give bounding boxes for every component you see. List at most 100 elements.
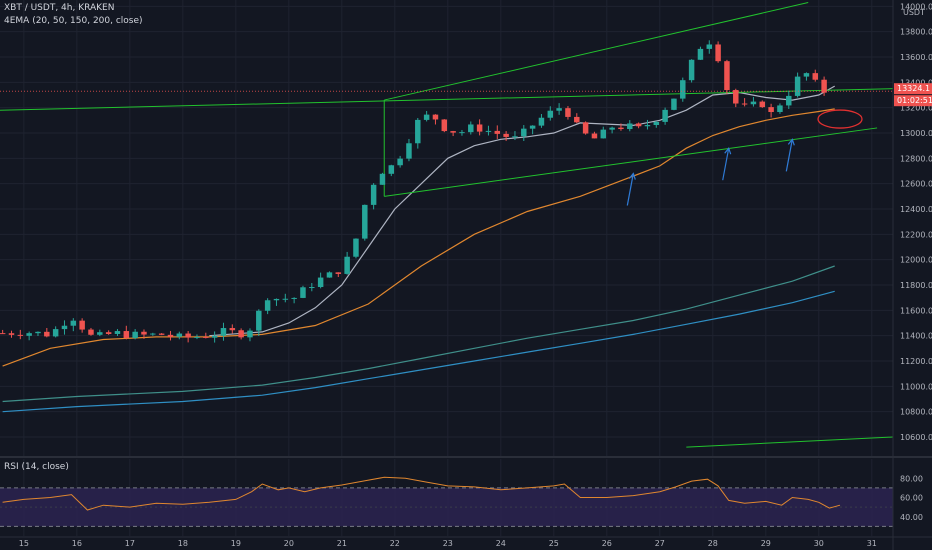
candle-body (150, 333, 156, 335)
ema50-line (2, 108, 835, 367)
candle-body (88, 329, 94, 335)
price-tick-label: 11200.00 (900, 357, 932, 366)
time-tick-label: 21 (337, 539, 347, 548)
candle-body (459, 132, 465, 134)
candle-body (132, 331, 138, 339)
candle-body (556, 108, 562, 111)
price-tag-value: 13324.1 (897, 84, 930, 93)
candle-body (538, 117, 545, 126)
price-tick-label: 12200.00 (900, 230, 932, 239)
countdown-tag (894, 95, 932, 107)
candle-body (0, 333, 6, 335)
candle-body (105, 332, 112, 334)
countdown-value: 01:02:51 (897, 96, 932, 105)
grid (0, 0, 893, 536)
candle-body (468, 124, 474, 133)
rsi-tick-label: 40.00 (900, 513, 923, 522)
trend-line (0, 88, 894, 111)
candle-body (644, 125, 651, 127)
price-tick-label: 13800.00 (900, 28, 932, 37)
candle-body (176, 333, 183, 337)
price-tick-label: 10800.00 (900, 408, 932, 417)
candle-body (300, 287, 306, 298)
candle-body (167, 334, 174, 337)
circle-annotation (817, 109, 863, 129)
time-tick-label: 27 (655, 539, 665, 548)
candle-body (353, 238, 359, 257)
candle-body (141, 331, 147, 335)
candle-body (582, 122, 589, 134)
symbol-title: XBT / USDT, 4h, KRAKEN (4, 3, 115, 13)
rsi-tick-label: 80.00 (900, 474, 923, 483)
candle-body (238, 330, 244, 338)
candle-body (264, 300, 271, 311)
arrow-head (628, 172, 636, 180)
arrow-annotation (626, 173, 634, 206)
time-tick-label: 24 (496, 539, 506, 548)
candle-body (777, 105, 783, 113)
price-tick-label: 11000.00 (900, 382, 932, 391)
ema20-line (209, 85, 835, 337)
candle-body (715, 44, 721, 62)
price-tick-label: 13200.00 (900, 104, 932, 113)
rsi-label[interactable]: RSI (14, close) (4, 462, 69, 472)
candle-body (379, 173, 386, 185)
candle-body (229, 328, 236, 331)
trend-line (384, 127, 878, 197)
indicator-label[interactable]: 4EMA (20, 50, 150, 200, close) (4, 16, 143, 26)
candle-body (750, 101, 757, 105)
arrow-annotation (722, 148, 730, 181)
time-tick-label: 22 (390, 539, 400, 548)
candle-body (415, 119, 421, 144)
candle-body (326, 272, 333, 278)
currency-label: USDT (903, 8, 925, 17)
arrow-head (724, 146, 732, 155)
price-tick-label: 11800.00 (900, 281, 932, 290)
annotations (626, 109, 863, 206)
time-tick-label: 18 (178, 539, 188, 548)
candle-body (309, 287, 315, 289)
time-tick-label: 17 (125, 539, 135, 548)
candle-body (653, 121, 660, 126)
candle-body (158, 333, 165, 335)
price-tick-label: 14000.00 (900, 2, 932, 11)
candle-body (768, 107, 774, 113)
time-tick-label: 31 (867, 539, 877, 548)
candle-body (503, 133, 509, 137)
time-tick-label: 23 (443, 539, 453, 548)
time-tick-label: 25 (549, 539, 559, 548)
rsi-line (2, 476, 841, 511)
candle-body (291, 297, 297, 299)
price-tick-label: 12800.00 (900, 154, 932, 163)
candle-body (432, 114, 439, 120)
ema150-line (2, 265, 835, 403)
candle-body (273, 298, 280, 301)
price-tag (894, 83, 932, 95)
candle-body (256, 310, 262, 331)
rsi-band (0, 487, 893, 527)
price-tick-label: 13400.00 (900, 78, 932, 87)
candle-body (529, 125, 536, 129)
time-tick-label: 20 (284, 539, 294, 548)
candles (0, 40, 827, 343)
candle-body (26, 333, 32, 336)
time-tick-label: 15 (19, 539, 29, 548)
trend-line (686, 436, 894, 448)
time-tick-label: 30 (814, 539, 824, 548)
candle-body (485, 130, 492, 132)
candle-body (671, 98, 677, 110)
candle-body (52, 329, 59, 337)
price-tags: 13324.1 01:02:51 (0, 83, 932, 107)
candle-body (17, 334, 24, 336)
time-tick-label: 19 (231, 539, 241, 548)
candle-body (821, 79, 827, 93)
candle-body (70, 320, 77, 326)
candle-body (591, 133, 598, 139)
time-tick-label: 16 (72, 539, 82, 548)
candle-body (618, 127, 624, 130)
candle-body (441, 119, 448, 132)
price-tick-label: 12000.00 (900, 256, 932, 265)
candle-body (609, 127, 615, 130)
